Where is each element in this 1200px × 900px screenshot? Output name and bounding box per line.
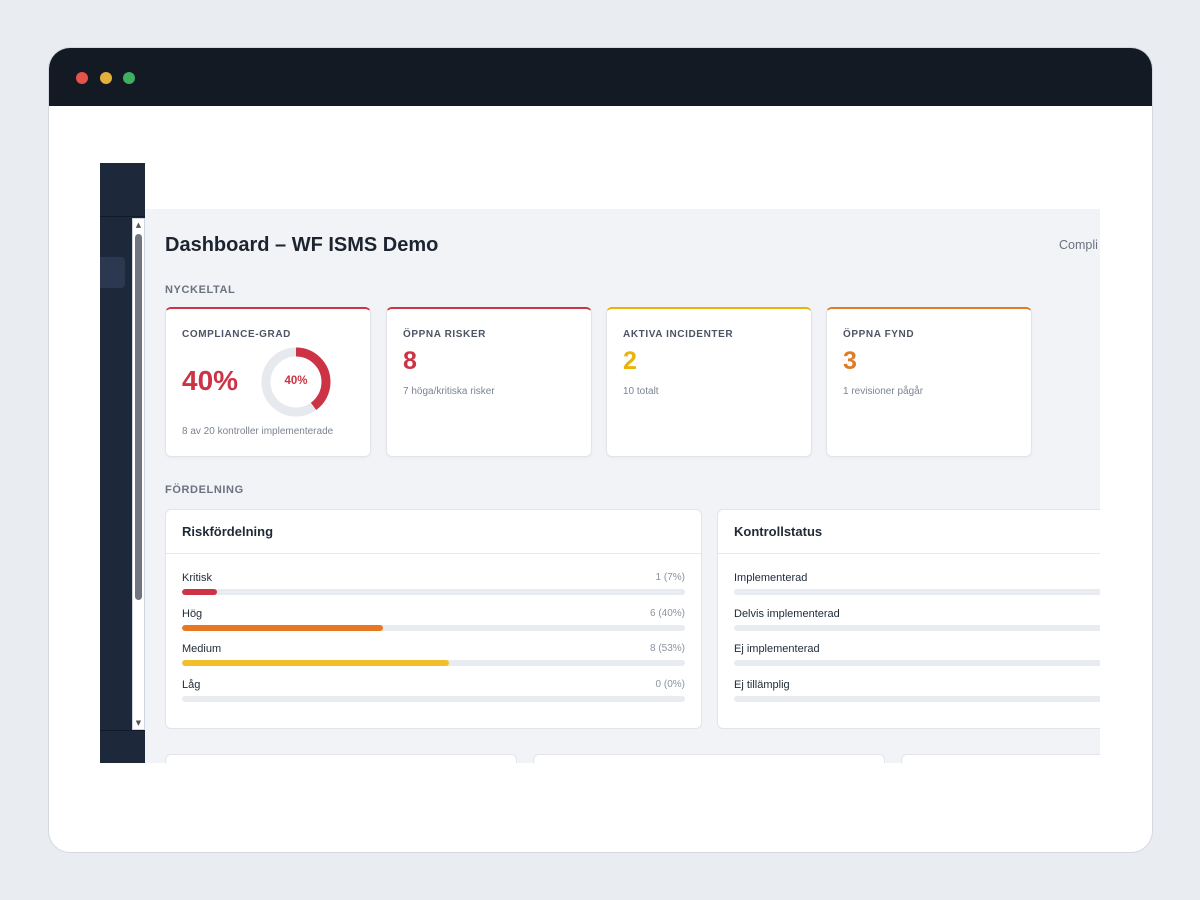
sidebar-scrollbar[interactable]: ▲ ▼ (132, 218, 145, 730)
sidebar-divider (100, 730, 145, 731)
control-row: Ej tillämplig (734, 679, 1100, 703)
scroll-down-icon[interactable]: ▼ (135, 719, 142, 727)
kpi-value: 2 (623, 347, 637, 375)
kpi-value: 8 (403, 347, 417, 375)
kpi-card-active-incidents[interactable]: AKTIVA INCIDENTER 2 10 totalt (606, 307, 812, 457)
main-content: Dashboard – WF ISMS Demo Compli NYCKELTA… (145, 209, 1100, 763)
kpi-value: 40% (182, 365, 239, 396)
row-count: 6 (40%) (649, 607, 685, 619)
close-window-dot[interactable] (76, 72, 88, 84)
control-row: Implementerad (734, 572, 1100, 596)
panel-divider (166, 553, 701, 554)
progress-track (734, 660, 1100, 666)
kpi-card-compliance[interactable]: COMPLIANCE-GRAD 40% 40% 8 av 20 kontroll… (165, 307, 371, 457)
donut-label: 40% (284, 375, 308, 387)
row-label: Låg (182, 678, 201, 691)
section-label-distribution: FÖRDELNING (165, 484, 244, 496)
sidebar-active-item[interactable] (100, 257, 125, 288)
progress-track (182, 589, 685, 595)
row-label: Ej implementerad (734, 643, 820, 655)
progress-fill (182, 624, 384, 631)
row-label: Kritisk (182, 572, 212, 584)
compliance-link[interactable]: Compli (1059, 238, 1098, 252)
progress-track (182, 695, 685, 702)
row-label: Hög (182, 607, 203, 620)
progress-fill (182, 589, 218, 595)
risk-row: Hög 6 (40%) (182, 608, 685, 632)
app-viewport: ▲ ▼ Dashboard – WF ISMS Demo Compli NYCK… (100, 163, 1100, 763)
row-count: 0 (0%) (655, 678, 685, 690)
panel-title: Riskfördelning (182, 524, 274, 539)
row-count: 8 (53%) (649, 643, 685, 654)
progress-track (734, 589, 1100, 595)
kpi-subtext: 7 höga/kritiska risker (403, 386, 495, 397)
row-label: Delvis implementerad (734, 607, 840, 620)
risk-row: Låg 0 (0%) (182, 679, 685, 703)
compliance-donut (261, 347, 331, 417)
kpi-label: ÖPPNA FYND (843, 329, 915, 340)
row-count: 1 (7%) (655, 572, 685, 583)
browser-window: ▲ ▼ Dashboard – WF ISMS Demo Compli NYCK… (48, 47, 1153, 853)
minimize-window-dot[interactable] (100, 72, 112, 84)
risk-row: Kritisk 1 (7%) (182, 572, 685, 596)
control-row: Delvis implementerad (734, 608, 1100, 632)
kpi-value: 3 (843, 347, 857, 375)
kpi-card-open-risks[interactable]: ÖPPNA RISKER 8 7 höga/kritiska risker (386, 307, 592, 457)
kpi-label: ÖPPNA RISKER (403, 329, 486, 340)
kpi-label: COMPLIANCE-GRAD (182, 329, 291, 340)
progress-track (734, 624, 1100, 631)
kpi-footer: 8 av 20 kontroller implementerade (182, 426, 334, 437)
risk-row: Medium 8 (53%) (182, 643, 685, 667)
bottom-card (165, 754, 517, 763)
kpi-card-open-findings[interactable]: ÖPPNA FYND 3 1 revisioner pågår (826, 307, 1032, 457)
panel-title: Kontrollstatus (734, 524, 823, 539)
panel-divider (718, 553, 1100, 554)
progress-fill (182, 660, 449, 666)
bottom-card (901, 754, 1100, 763)
control-row: Ej implementerad (734, 643, 1100, 667)
control-status-panel: Kontrollstatus Implementerad Delvis imple… (717, 509, 1100, 729)
sidebar-divider (100, 216, 145, 217)
row-label: Ej tillämplig (734, 678, 790, 691)
progress-track (182, 624, 685, 631)
row-label: Implementerad (734, 572, 808, 584)
risk-distribution-panel: Riskfördelning Kritisk 1 (7%) Hög 6 (40%) Me… (165, 509, 702, 729)
section-label-kpi: NYCKELTAL (165, 284, 236, 296)
window-titlebar (49, 48, 1152, 106)
kpi-subtext: 10 totalt (623, 386, 659, 397)
page-title: Dashboard – WF ISMS Demo (165, 234, 439, 256)
kpi-label: AKTIVA INCIDENTER (623, 329, 734, 340)
progress-track (734, 695, 1100, 702)
bottom-card (533, 754, 885, 763)
kpi-subtext: 1 revisioner pågår (843, 386, 924, 397)
scrollbar-thumb[interactable] (135, 234, 142, 600)
scroll-up-icon[interactable]: ▲ (135, 221, 142, 229)
maximize-window-dot[interactable] (123, 72, 135, 84)
row-label: Medium (182, 643, 222, 655)
progress-track (182, 660, 685, 666)
